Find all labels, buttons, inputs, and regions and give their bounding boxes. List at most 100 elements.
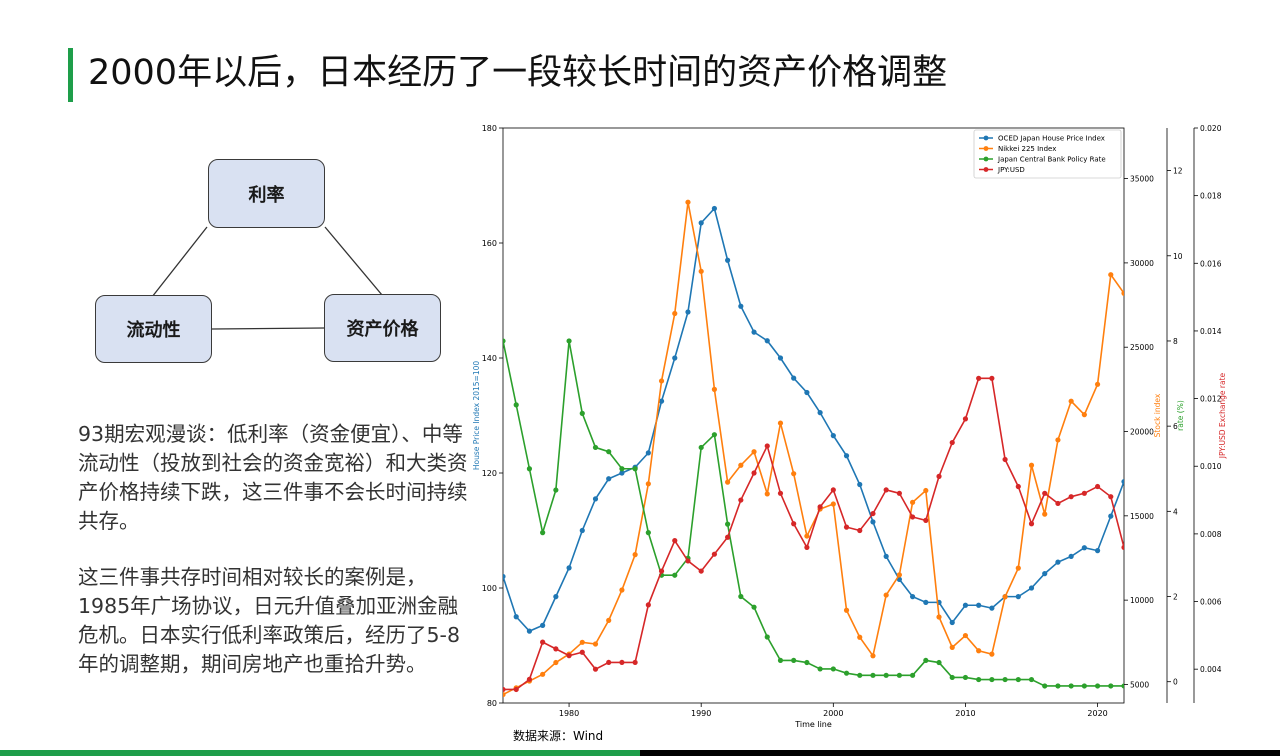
data-point [1121, 290, 1124, 296]
data-point [923, 657, 929, 664]
legend-label: Nikkei 225 Index [998, 145, 1056, 153]
legend-swatch-marker [983, 156, 989, 162]
data-point [857, 481, 863, 488]
connector-top-right [324, 226, 383, 296]
data-point [711, 432, 718, 438]
data-point [989, 605, 995, 611]
data-point [804, 533, 810, 539]
node-asset-price: 资产价格 [324, 294, 441, 362]
series-line [503, 202, 1124, 696]
y-axis-label-rate: rate (%) [1176, 400, 1185, 431]
data-point [725, 479, 731, 485]
data-point [949, 619, 955, 626]
y-tick-label-rate: 12 [1173, 167, 1183, 176]
data-point [896, 672, 902, 678]
data-point [711, 551, 718, 557]
data-point [1055, 500, 1061, 507]
data-point [830, 666, 836, 672]
data-point [738, 462, 744, 468]
data-point [1121, 544, 1124, 551]
data-point [725, 257, 731, 263]
legend-swatch-marker [983, 167, 989, 172]
data-point [658, 568, 665, 574]
data-point [962, 602, 969, 608]
data-point [989, 676, 995, 683]
y-tick-label-stock: 30000 [1130, 259, 1154, 268]
data-point [711, 205, 718, 212]
x-axis-label: Time line [794, 720, 832, 728]
data-point [1055, 559, 1061, 565]
y-axis-label-fx: JPY:USD Exchange rate [1218, 372, 1227, 459]
data-point [1028, 585, 1035, 591]
data-point [526, 628, 533, 634]
data-point [843, 670, 850, 676]
data-point [1121, 479, 1124, 485]
data-point [949, 644, 955, 650]
y-tick-label-rate: 8 [1173, 337, 1178, 346]
data-point [672, 310, 678, 317]
node-interest-rate: 利率 [208, 159, 325, 228]
data-point [1042, 490, 1048, 496]
data-point [896, 490, 902, 496]
data-point [606, 449, 612, 455]
data-point [1002, 456, 1008, 463]
data-point [645, 481, 651, 487]
data-point [685, 309, 691, 315]
data-point [592, 666, 599, 672]
data-point [830, 487, 836, 493]
data-point [553, 594, 559, 600]
data-point [1094, 548, 1101, 554]
data-point [698, 268, 704, 274]
data-point [804, 389, 810, 396]
data-point [1108, 513, 1114, 519]
data-point [962, 632, 969, 639]
y-tick-label-rate: 6 [1173, 422, 1178, 431]
data-point [513, 686, 519, 693]
data-point [843, 524, 850, 530]
data-point [658, 378, 665, 384]
data-point [777, 355, 784, 361]
y-tick-label-fx: 0.012 [1200, 395, 1222, 404]
data-point [804, 544, 810, 551]
data-point [751, 449, 757, 455]
data-point [883, 592, 889, 598]
y-tick-label-fx: 0.020 [1200, 124, 1222, 133]
data-point [1002, 676, 1008, 683]
data-point [870, 519, 876, 525]
data-point [606, 476, 612, 482]
diagram-connectors [151, 226, 383, 330]
data-point [566, 565, 572, 571]
data-point [857, 527, 863, 534]
data-point [962, 416, 969, 422]
data-point [817, 410, 823, 416]
data-point [1015, 483, 1021, 490]
data-point [870, 510, 876, 517]
y-tick-label-fx: 0.016 [1200, 259, 1222, 268]
data-point [1121, 683, 1124, 689]
data-point [540, 530, 546, 536]
data-point [857, 634, 863, 640]
y-tick-label-rate: 10 [1173, 252, 1183, 261]
data-point [592, 641, 599, 647]
page-title: 2000年以后，日本经历了一段较长时间的资产价格调整 [88, 53, 948, 93]
data-point [1028, 676, 1035, 683]
data-point [1108, 494, 1114, 500]
connector-left-right [211, 327, 325, 330]
data-point [619, 587, 625, 593]
data-point [976, 602, 982, 608]
data-point [619, 470, 625, 476]
y-tick-label-hpi: 80 [487, 699, 497, 708]
data-point [976, 375, 982, 381]
data-point [949, 439, 955, 446]
data-point [777, 420, 784, 426]
data-point [1068, 398, 1074, 404]
data-point [503, 686, 506, 693]
legend-swatch-marker [983, 146, 989, 151]
data-point [1108, 272, 1114, 278]
node-liquidity: 流动性 [95, 295, 212, 363]
x-tick-label: 1980 [559, 709, 579, 718]
y-tick-label-rate: 0 [1173, 678, 1178, 687]
data-point [1015, 676, 1021, 683]
data-point [658, 398, 665, 404]
data-point [817, 666, 823, 672]
